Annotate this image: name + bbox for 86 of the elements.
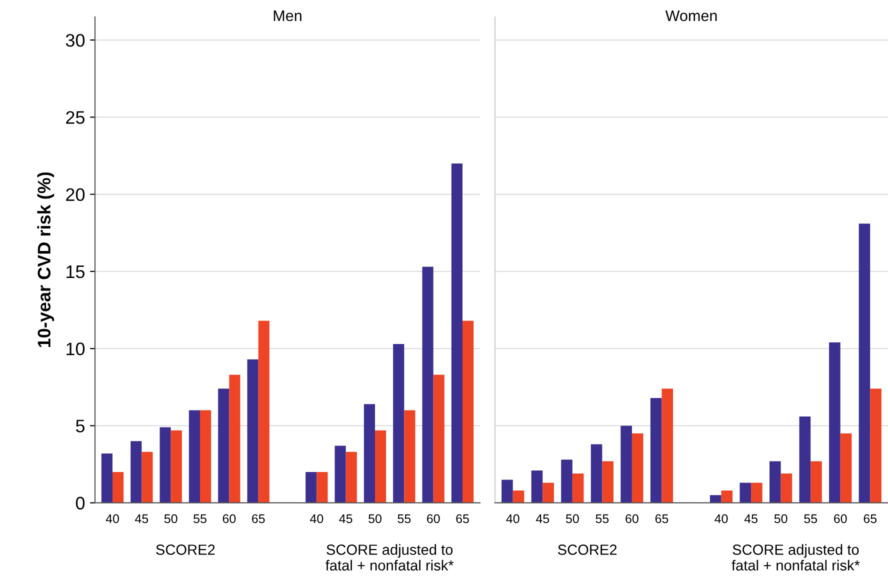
bar bbox=[502, 480, 513, 503]
bar bbox=[710, 495, 722, 503]
text: SCORE2 bbox=[558, 544, 617, 555]
x-tick-label: 60 bbox=[427, 514, 440, 524]
x-tick-label: 60 bbox=[834, 514, 847, 524]
x-tick-label: 45 bbox=[339, 514, 352, 524]
bar bbox=[404, 410, 416, 503]
bar bbox=[810, 461, 822, 503]
bar bbox=[142, 452, 153, 503]
bar bbox=[188, 410, 200, 503]
bar bbox=[422, 266, 434, 503]
y-tick-label: 10 bbox=[66, 342, 85, 356]
bar bbox=[306, 472, 317, 503]
y-tick-label: 25 bbox=[66, 111, 85, 124]
y-tick-label: 0 bbox=[76, 496, 85, 510]
bar bbox=[632, 433, 644, 503]
chart-title: Women bbox=[665, 10, 717, 22]
bar bbox=[751, 482, 762, 503]
bar bbox=[130, 441, 142, 503]
bar bbox=[170, 430, 182, 503]
bar bbox=[258, 320, 270, 503]
bar bbox=[247, 359, 258, 503]
bar bbox=[218, 388, 230, 503]
bar bbox=[572, 474, 584, 503]
bar bbox=[662, 388, 674, 503]
bar bbox=[780, 474, 792, 503]
x-tick-label: 55 bbox=[398, 514, 411, 524]
bar bbox=[542, 482, 554, 503]
bar bbox=[650, 398, 662, 503]
bar bbox=[721, 490, 733, 503]
bar bbox=[561, 460, 572, 503]
bar bbox=[375, 430, 386, 503]
text: SCORE adjusted to fatal + nonfatal risk* bbox=[326, 544, 454, 571]
bar bbox=[101, 453, 112, 503]
bar bbox=[740, 482, 752, 503]
text: SCORE2 bbox=[156, 544, 215, 555]
x-tick-label: 40 bbox=[714, 514, 728, 524]
bar bbox=[770, 461, 781, 503]
x-tick-label: 40 bbox=[106, 514, 119, 524]
bar bbox=[620, 426, 632, 503]
x-tick-label: 55 bbox=[596, 514, 609, 524]
bar bbox=[840, 433, 852, 503]
x-tick-label: 50 bbox=[368, 514, 382, 524]
bar bbox=[334, 446, 346, 503]
x-tick-label: 50 bbox=[566, 514, 579, 524]
bar bbox=[451, 163, 462, 503]
x-tick-label: 55 bbox=[804, 514, 818, 524]
bar bbox=[590, 444, 602, 503]
bar bbox=[462, 320, 474, 503]
x-tick-label: 50 bbox=[774, 514, 788, 524]
bar bbox=[112, 472, 124, 503]
bar bbox=[393, 344, 404, 503]
bar bbox=[200, 410, 212, 503]
x-tick-label: 65 bbox=[864, 514, 877, 524]
chart-title: Men bbox=[274, 10, 302, 22]
x-tick-label: 45 bbox=[536, 514, 550, 524]
bar bbox=[364, 404, 375, 503]
bar bbox=[229, 374, 240, 503]
x-tick-label: 65 bbox=[655, 514, 668, 524]
x-tick-label: 40 bbox=[506, 514, 520, 524]
bar bbox=[433, 374, 444, 503]
bar bbox=[531, 470, 543, 503]
bar bbox=[858, 224, 870, 503]
y-tick-label: 20 bbox=[66, 188, 85, 202]
bar bbox=[799, 416, 811, 503]
x-tick-label: 65 bbox=[252, 514, 265, 524]
text: SCORE adjusted to fatal + nonfatal risk* bbox=[732, 544, 860, 571]
x-tick-label: 55 bbox=[194, 514, 206, 524]
x-tick-label: 60 bbox=[222, 514, 236, 524]
bar bbox=[512, 490, 524, 503]
bar bbox=[316, 472, 328, 503]
bar bbox=[829, 342, 840, 503]
y-tick-label: 15 bbox=[66, 266, 85, 278]
x-tick-label: 65 bbox=[456, 514, 469, 524]
bar bbox=[346, 452, 357, 503]
x-tick-label: 45 bbox=[135, 514, 148, 524]
bar bbox=[160, 427, 171, 503]
bar bbox=[870, 388, 882, 503]
y-axis-title: 10-year CVD risk (%) bbox=[37, 172, 54, 348]
x-tick-label: 60 bbox=[626, 514, 638, 524]
x-tick-label: 50 bbox=[164, 514, 178, 524]
bar bbox=[602, 461, 614, 503]
x-tick-label: 40 bbox=[310, 514, 324, 524]
y-tick-label: 30 bbox=[66, 34, 85, 47]
y-tick-label: 5 bbox=[76, 420, 85, 432]
x-tick-label: 45 bbox=[744, 514, 758, 524]
